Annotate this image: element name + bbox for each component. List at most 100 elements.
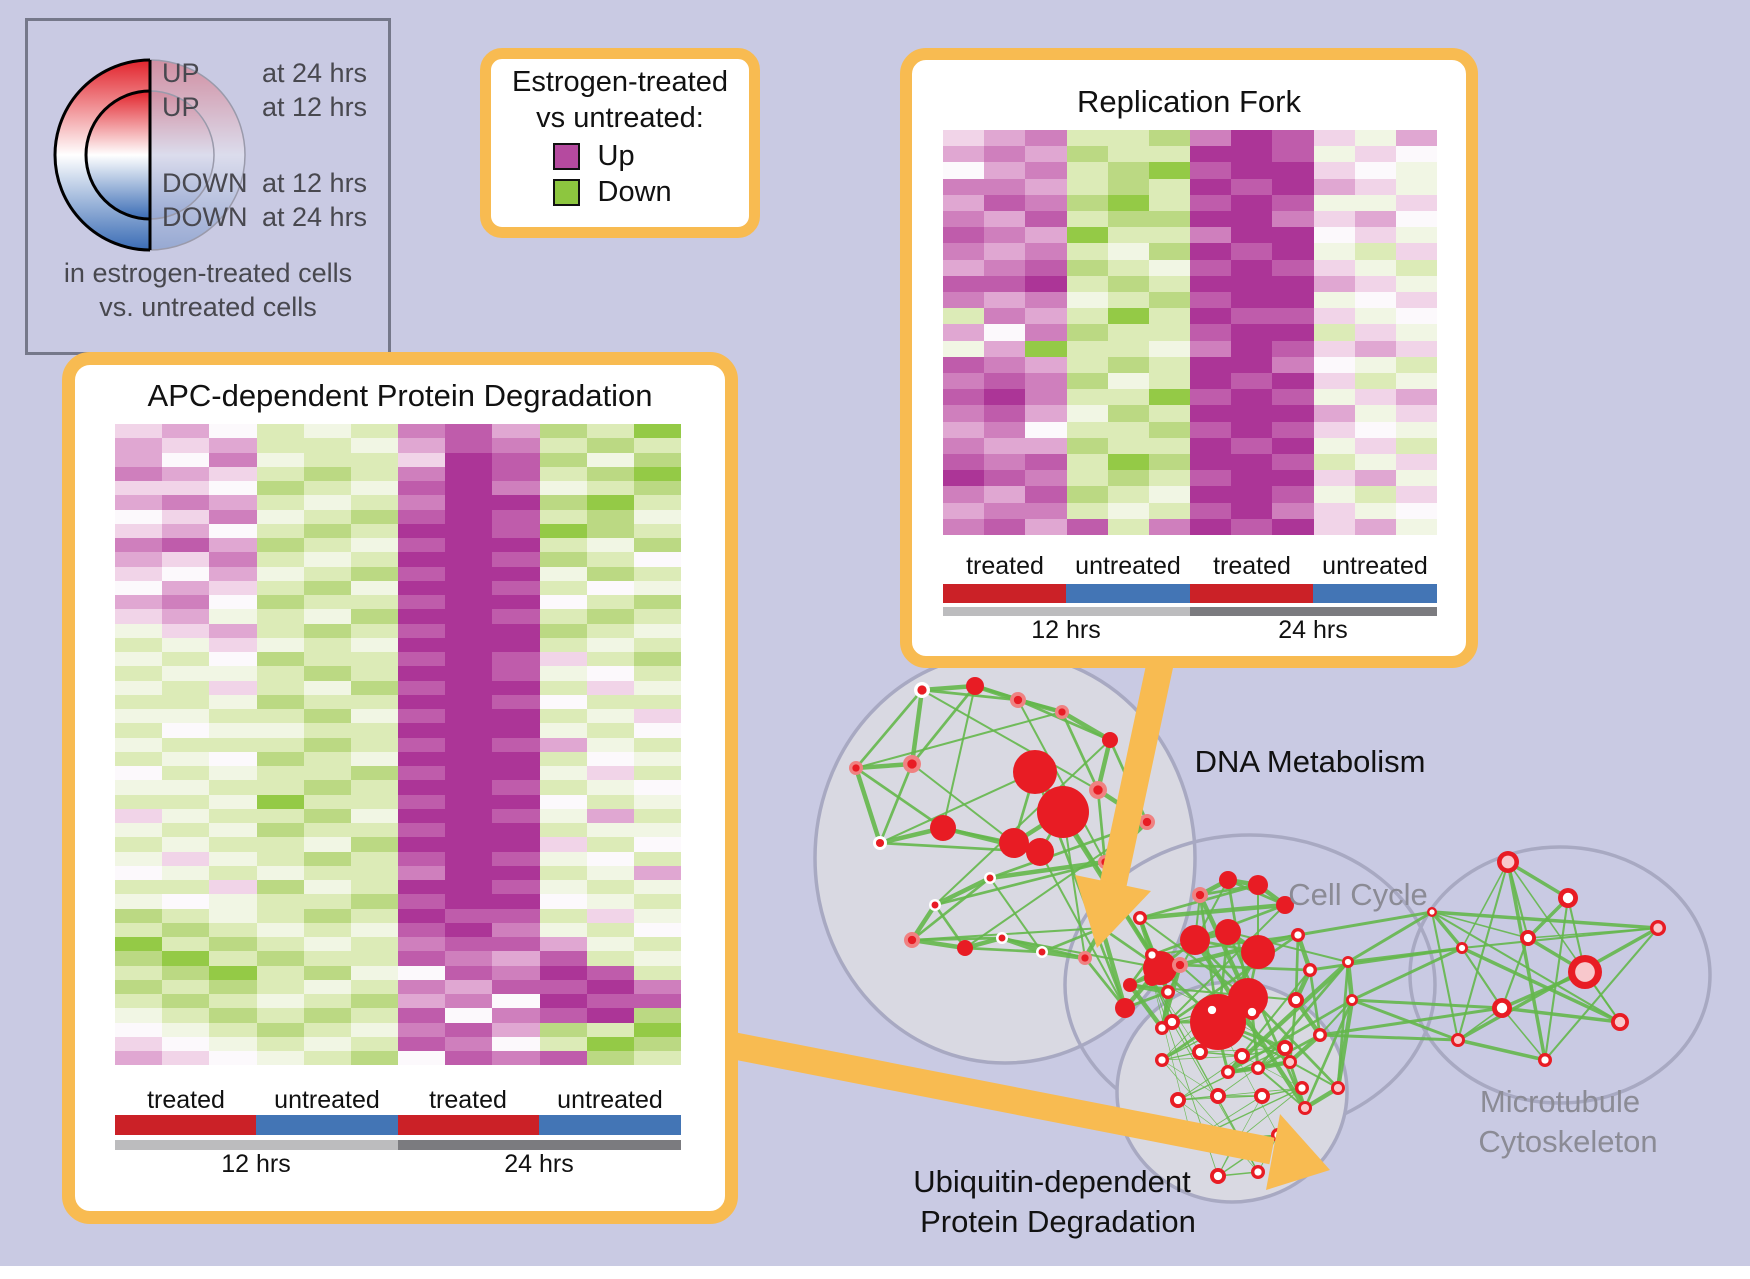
heatmap-cell: [492, 1036, 540, 1051]
heatmap-cell: [943, 421, 985, 438]
heatmap-cell: [633, 808, 682, 823]
untreated-bar: [539, 1115, 681, 1135]
heatmap-cell: [1354, 275, 1396, 293]
heatmap-cell: [492, 424, 540, 439]
heatmap-cell: [115, 595, 163, 610]
heatmap-cell: [1066, 421, 1108, 438]
up-swatch: [552, 143, 580, 170]
heatmap-row: [943, 211, 1438, 228]
heatmap-cell: [539, 951, 587, 966]
network-edge: [855, 761, 913, 771]
heatmap-cell: [633, 466, 682, 481]
heatmap-cell: [209, 652, 257, 667]
heatmap-cell: [350, 1036, 399, 1051]
heatmap-cell: [586, 609, 634, 624]
heatmap-cell: [539, 595, 587, 610]
heatmap-cell: [445, 894, 493, 909]
heatmap-cell: [586, 694, 634, 709]
heatmap-cell: [445, 951, 493, 966]
heatmap-cell: [539, 666, 587, 681]
heatmap-cell: [1313, 454, 1355, 471]
heatmap-cell: [115, 751, 163, 766]
group-label: untreated: [1075, 552, 1181, 580]
network-node: [1224, 1068, 1232, 1076]
heatmap-cell: [445, 908, 493, 923]
heatmap-row: [943, 275, 1438, 293]
heatmap-row: [115, 737, 682, 752]
heatmap-cell: [586, 823, 634, 838]
heatmap-cell: [445, 694, 493, 709]
heatmap-cell: [1025, 486, 1067, 503]
heatmap-cell: [350, 609, 399, 624]
heatmap-cell: [350, 751, 399, 766]
heatmap-row: [943, 486, 1438, 503]
heatmap-cell: [1395, 421, 1438, 438]
heatmap-cell: [586, 623, 634, 638]
heatmap-cell: [539, 552, 587, 567]
up-label: Up: [597, 140, 635, 172]
heatmap-cell: [256, 452, 304, 467]
network-node: [1213, 1171, 1223, 1181]
heatmap-cell: [539, 1036, 587, 1051]
heatmap-row: [943, 243, 1438, 260]
heatmap-row: [115, 751, 682, 766]
heatmap-cell: [943, 356, 985, 374]
heatmap-cell: [539, 937, 587, 952]
heatmap-cell: [633, 623, 682, 638]
heatmap-cell: [350, 937, 399, 952]
heatmap-row: [943, 405, 1438, 422]
heatmap-row: [115, 495, 682, 510]
heatmap-cell: [1025, 356, 1067, 374]
heatmap-cell: [350, 438, 399, 453]
network-edge: [1161, 1059, 1219, 1097]
network-edge: [1461, 947, 1503, 1009]
heatmap-cell: [162, 495, 210, 510]
heatmap-cell: [1148, 227, 1191, 244]
heatmap-cell: [445, 509, 493, 524]
heatmap-cell: [1272, 340, 1314, 357]
heatmap-cell: [256, 851, 304, 866]
heatmap-cell: [1272, 518, 1314, 536]
network-edge: [1319, 999, 1353, 1036]
network-edge: [1309, 946, 1463, 972]
heatmap-cell: [209, 566, 257, 581]
heatmap-cell: [162, 666, 210, 681]
heatmap-cell: [1313, 389, 1355, 406]
heatmap-cell: [1066, 437, 1108, 455]
heatmap-cell: [115, 566, 163, 581]
ring-caption-line1: in estrogen-treated cells: [63, 258, 353, 288]
heatmap-row: [115, 623, 682, 638]
heatmap-cell: [162, 694, 210, 709]
heatmap-cell: [539, 424, 587, 439]
heatmap-cell: [1066, 470, 1108, 487]
heatmap-cell: [1025, 227, 1067, 244]
heatmap-cell: [209, 466, 257, 481]
heatmap-cell: [492, 637, 540, 652]
network-node: [1257, 1091, 1267, 1101]
heatmap-cell: [1148, 405, 1191, 422]
heatmap-cell: [115, 865, 163, 880]
heatmap-row: [943, 373, 1438, 390]
heatmap-row: [115, 766, 682, 781]
heatmap-cell: [633, 595, 682, 610]
heatmap-row: [115, 851, 682, 866]
heatmap-cell: [256, 808, 304, 823]
heatmap-cell: [398, 1008, 446, 1023]
heatmap-cell: [1272, 178, 1314, 195]
heatmap-cell: [115, 495, 163, 510]
heatmap-cell: [539, 452, 587, 467]
heatmap-cell: [943, 389, 985, 406]
heatmap-cell: [350, 566, 399, 581]
network-node: [1093, 785, 1103, 795]
heatmap-cell: [115, 709, 163, 724]
heatmap-cell: [492, 794, 540, 809]
heatmap-cell: [1066, 502, 1108, 519]
heatmap-cell: [1272, 405, 1314, 422]
network-node: [1458, 944, 1466, 952]
heatmap-row: [115, 694, 682, 709]
network-node: [1453, 1035, 1463, 1045]
heatmap-cell: [209, 1008, 257, 1023]
heatmap-cell: [1272, 130, 1314, 147]
heatmap-cell: [162, 1051, 210, 1066]
heatmap-cell: [162, 937, 210, 952]
